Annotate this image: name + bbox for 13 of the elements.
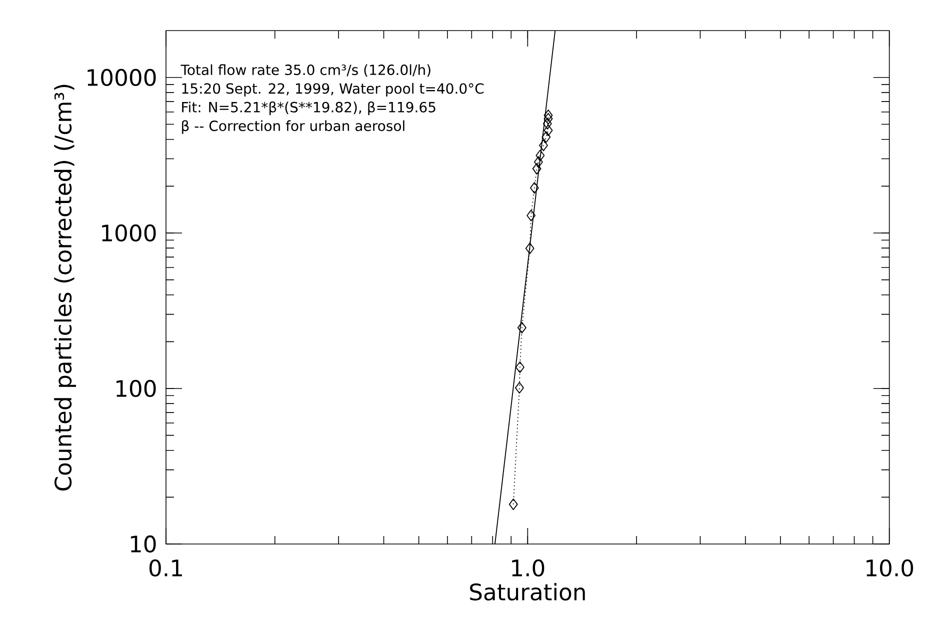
annotation: Fit: N=5.21*β*(S**19.82), β=119.65 xyxy=(182,102,436,116)
y-tick-label: 10000 xyxy=(88,68,156,86)
y-axis-title: Counted particles (corrected) (/cm³) xyxy=(54,84,76,491)
annotation: β -- Correction for urban aerosol xyxy=(182,120,404,134)
x-tick-label: 1.0 xyxy=(512,559,544,577)
x-axis-title: Saturation xyxy=(470,583,585,601)
y-tick-label: 100 xyxy=(116,380,156,398)
annotation: 15:20 Sept. 22, 1999, Water pool t=40.0°C xyxy=(182,82,484,97)
x-tick-label: 10.0 xyxy=(866,559,914,577)
x-tick-label: 0.1 xyxy=(149,559,182,577)
annotation: Total flow rate 35.0 cm³/s (126.0l/h) xyxy=(180,64,430,77)
y-tick-label: 10 xyxy=(130,535,156,553)
y-tick-label: 1000 xyxy=(102,224,156,242)
